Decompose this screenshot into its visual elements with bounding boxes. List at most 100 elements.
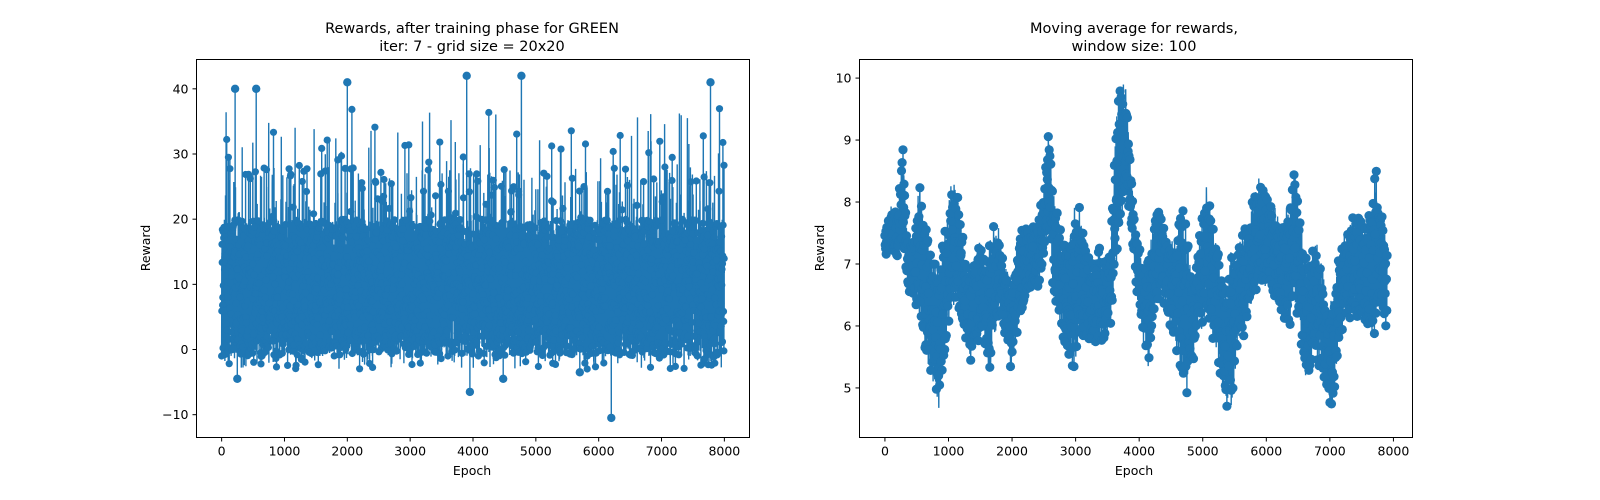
moving-average-point bbox=[1147, 312, 1157, 322]
rewards-point bbox=[692, 236, 701, 244]
rewards-point bbox=[650, 175, 658, 183]
rewards-point bbox=[662, 316, 671, 324]
rewards-point bbox=[313, 320, 321, 329]
rewards-point bbox=[393, 347, 401, 355]
rewards-point bbox=[242, 319, 250, 327]
moving-average-point bbox=[898, 145, 908, 155]
y-tick-label: 0 bbox=[181, 342, 189, 357]
moving-average-point bbox=[958, 232, 968, 242]
rewards-point bbox=[351, 288, 360, 296]
rewards-point bbox=[646, 363, 655, 371]
rewards-point bbox=[423, 338, 432, 346]
rewards-point bbox=[238, 217, 246, 225]
moving-average-point bbox=[994, 240, 1004, 250]
moving-average-point bbox=[1055, 225, 1065, 235]
y-tick-label: 10 bbox=[836, 71, 852, 86]
rewards-point bbox=[242, 253, 250, 261]
moving-average-point bbox=[1123, 139, 1133, 149]
moving-average-point bbox=[1380, 288, 1390, 299]
moving-average-point bbox=[1045, 151, 1055, 161]
y-tick-label: 9 bbox=[844, 133, 852, 148]
rewards-point bbox=[504, 286, 512, 294]
rewards-point bbox=[269, 128, 278, 136]
rewards-point bbox=[490, 289, 498, 297]
rewards-point bbox=[378, 255, 386, 264]
rewards-point bbox=[534, 240, 542, 249]
moving-average-point bbox=[1292, 196, 1303, 206]
rewards-point bbox=[442, 257, 450, 265]
moving-average-point bbox=[921, 225, 931, 235]
rewards-point bbox=[706, 78, 715, 87]
moving-average-point bbox=[1110, 175, 1120, 185]
rewards-point bbox=[252, 289, 260, 298]
rewards-point bbox=[330, 352, 338, 360]
rewards-point bbox=[241, 277, 249, 285]
rewards-point bbox=[562, 316, 570, 325]
rewards-point bbox=[610, 232, 618, 241]
rewards-point bbox=[512, 271, 520, 280]
moving-average-chart-title-line-2: window size: 100 bbox=[1072, 39, 1197, 55]
moving-average-point bbox=[1028, 242, 1038, 252]
rewards-point bbox=[452, 209, 460, 217]
y-tick-label: 20 bbox=[173, 212, 189, 227]
moving-average-chart-title-line-1: Moving average for rewards, bbox=[1030, 21, 1238, 37]
rewards-point bbox=[358, 179, 366, 187]
moving-average-point bbox=[951, 261, 961, 271]
rewards-point bbox=[507, 208, 515, 216]
rewards-point bbox=[713, 256, 721, 264]
moving-average-point bbox=[986, 348, 996, 358]
rewards-point bbox=[480, 349, 488, 358]
rewards-point bbox=[456, 268, 464, 276]
rewards-point bbox=[287, 170, 295, 178]
rewards-point bbox=[458, 349, 466, 357]
rewards-point bbox=[618, 206, 626, 214]
rewards-point bbox=[671, 362, 680, 370]
rewards-point bbox=[719, 221, 727, 229]
rewards-point bbox=[297, 239, 305, 247]
rewards-point bbox=[401, 259, 409, 267]
moving-average-point bbox=[1206, 216, 1216, 226]
moving-average-point bbox=[1285, 319, 1295, 329]
rewards-point bbox=[346, 321, 354, 329]
rewards-point bbox=[449, 314, 457, 322]
rewards-point bbox=[552, 327, 560, 335]
moving-average-point bbox=[1194, 257, 1204, 267]
rewards-point bbox=[226, 279, 235, 287]
rewards-point bbox=[301, 289, 310, 297]
rewards-point bbox=[471, 230, 479, 238]
moving-average-point bbox=[1329, 372, 1339, 382]
rewards-point bbox=[236, 293, 244, 301]
rewards-point bbox=[281, 241, 289, 250]
y-tick-label: 40 bbox=[173, 81, 189, 96]
rewards-point bbox=[363, 225, 371, 233]
moving-average-point bbox=[1295, 218, 1305, 228]
rewards-point bbox=[298, 177, 306, 186]
rewards-point bbox=[399, 225, 407, 233]
moving-average-point bbox=[1190, 331, 1200, 341]
moving-average-point bbox=[1226, 299, 1236, 309]
moving-average-point bbox=[1239, 331, 1249, 341]
rewards-point bbox=[522, 299, 531, 308]
rewards-point bbox=[694, 337, 702, 346]
rewards-point bbox=[443, 327, 451, 336]
rewards-point bbox=[385, 204, 393, 213]
rewards-point bbox=[269, 337, 277, 345]
rewards-point bbox=[250, 271, 258, 279]
rewards-point bbox=[717, 274, 725, 282]
moving-average-point bbox=[1100, 328, 1110, 338]
rewards-point bbox=[306, 293, 314, 302]
moving-average-point bbox=[1156, 214, 1166, 224]
moving-average-point bbox=[1205, 201, 1215, 211]
rewards-point bbox=[524, 294, 532, 302]
rewards-point bbox=[603, 187, 612, 195]
rewards-point bbox=[548, 299, 557, 307]
moving-average-point bbox=[892, 251, 902, 261]
x-tick-label: 5000 bbox=[520, 444, 552, 459]
rewards-point bbox=[355, 301, 363, 310]
rewards-point bbox=[636, 321, 644, 329]
rewards-point bbox=[689, 258, 697, 266]
rewards-point bbox=[616, 131, 624, 140]
rewards-point bbox=[500, 343, 508, 351]
rewards-point bbox=[292, 361, 300, 369]
rewards-point bbox=[346, 227, 354, 235]
